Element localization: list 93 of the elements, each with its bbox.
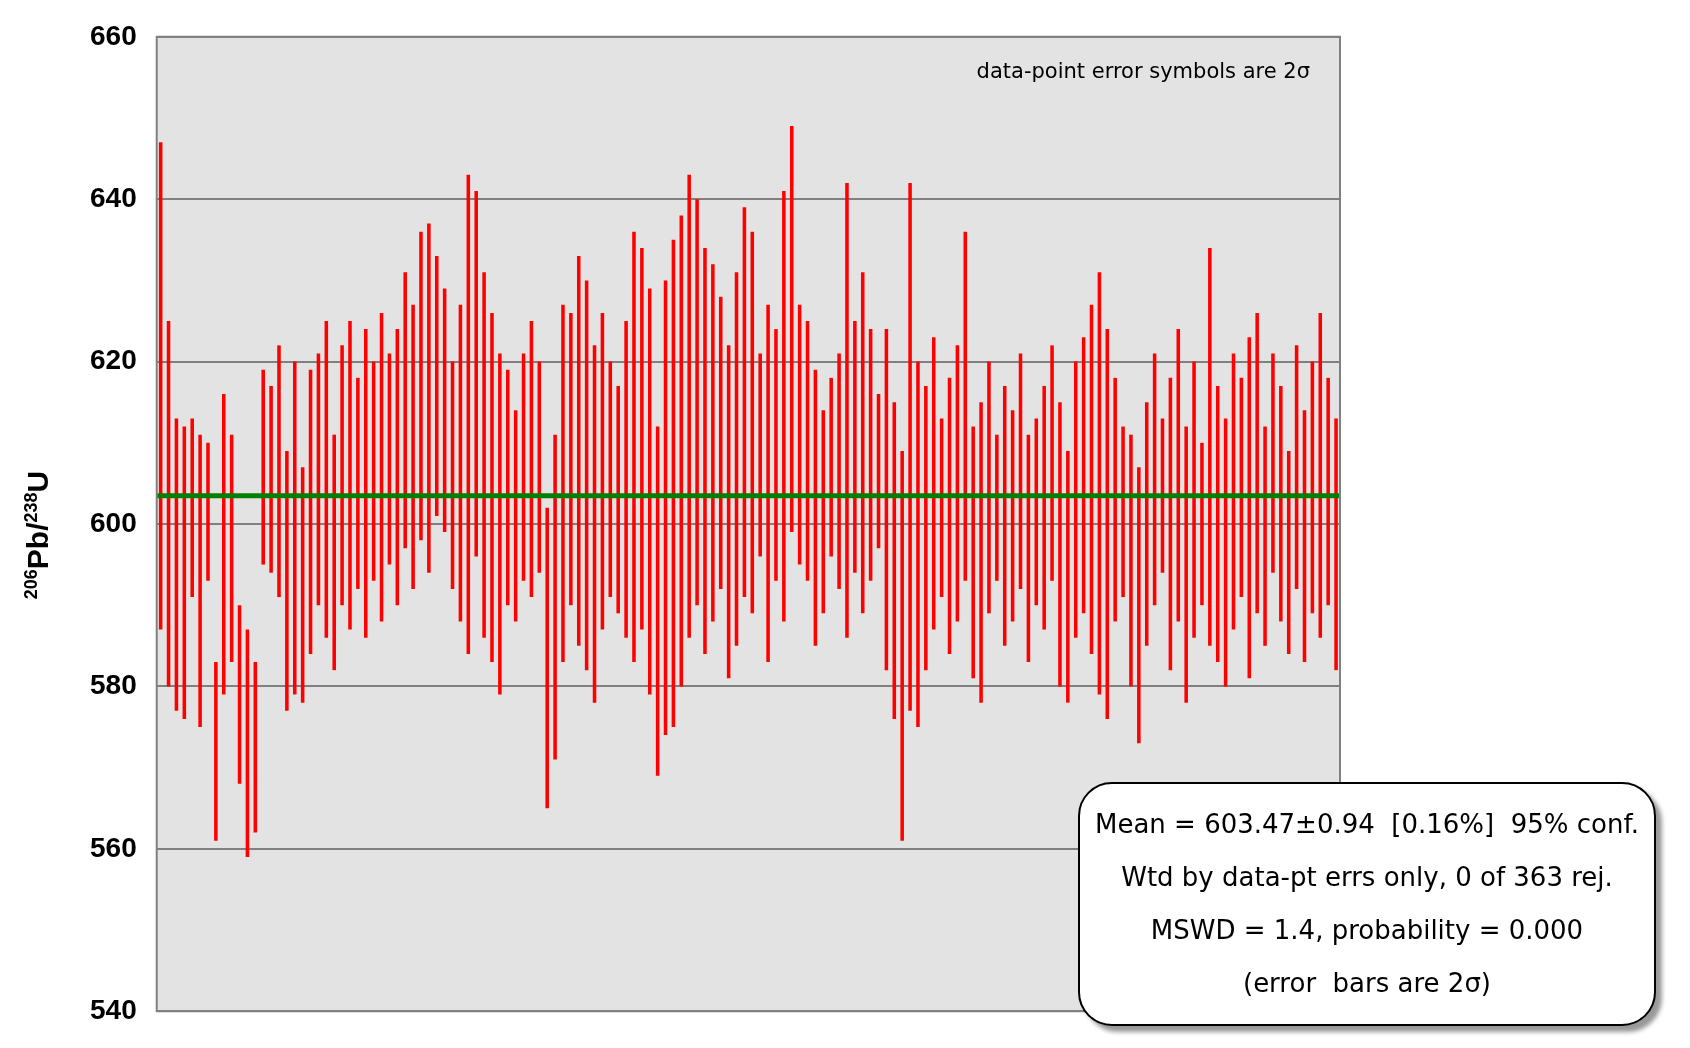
bar (206, 442, 210, 581)
bar (971, 426, 975, 679)
bar (261, 369, 265, 565)
bar (277, 345, 281, 598)
bar (1192, 361, 1196, 638)
bar (1215, 385, 1220, 663)
bar (647, 288, 652, 695)
bar (498, 353, 502, 695)
bar (1113, 377, 1117, 622)
bar (624, 321, 628, 638)
bar (1144, 402, 1149, 646)
bar (900, 450, 904, 841)
bar (979, 402, 983, 703)
bar (1073, 361, 1078, 638)
bar (687, 174, 691, 638)
y-tick-label: 560 (90, 831, 137, 863)
bar (411, 304, 415, 589)
bar (214, 662, 218, 841)
bar (505, 369, 510, 606)
bar (789, 126, 794, 533)
bar (1184, 426, 1188, 703)
bar (340, 345, 344, 606)
bar (285, 450, 289, 711)
y-tick-label: 600 (90, 506, 137, 538)
bar (916, 361, 920, 727)
bar (356, 377, 360, 589)
y-tick-label: 580 (90, 669, 137, 701)
bar (545, 507, 549, 809)
bar (995, 434, 999, 581)
annotation: data-point error symbols are 2σ (976, 59, 1310, 84)
bar (403, 272, 407, 549)
bar (632, 231, 636, 663)
bar (1255, 312, 1259, 614)
bar (1200, 442, 1204, 606)
bar (348, 321, 352, 630)
bar (490, 312, 494, 663)
bar (1050, 345, 1054, 581)
annotation: (error bars are 2σ) (1242, 967, 1492, 1000)
bar (576, 256, 581, 646)
bar (774, 329, 778, 581)
bar (853, 321, 857, 573)
bar (553, 434, 557, 760)
bar (845, 182, 849, 638)
bar (1129, 434, 1133, 687)
bar (860, 272, 865, 614)
bar (766, 304, 770, 663)
bar (1279, 385, 1283, 622)
bar (292, 361, 297, 695)
bar (924, 385, 928, 671)
bar (931, 337, 936, 630)
bar (782, 191, 786, 622)
bar (987, 361, 991, 614)
bar (1002, 385, 1007, 646)
bar (434, 256, 439, 516)
bar (1271, 353, 1275, 573)
bar (908, 182, 912, 711)
bar (758, 353, 762, 557)
bar (427, 223, 431, 573)
bar (1334, 418, 1338, 671)
bar (1208, 247, 1212, 646)
annotation: MSWD = 1.4, probability = 0.000 (1150, 914, 1584, 947)
bar (332, 434, 336, 671)
bar (829, 377, 833, 557)
bar (1263, 426, 1267, 646)
bar (363, 329, 368, 638)
annotation: Mean = 603.47±0.94 [0.16%] 95% conf. (1094, 808, 1639, 841)
bar (190, 418, 194, 598)
y-tick-label: 660 (90, 19, 137, 51)
bar (1121, 426, 1125, 598)
bar (198, 434, 202, 727)
bar (837, 353, 841, 589)
bar (1042, 385, 1046, 630)
annotation: Wtd by data-pt errs only, 0 of 363 rej. (1121, 861, 1613, 894)
bar (718, 296, 723, 589)
bar (703, 247, 707, 654)
bar (474, 191, 478, 557)
bar (640, 247, 644, 630)
bar (695, 199, 699, 606)
bar (419, 231, 423, 541)
bar (1137, 467, 1141, 744)
bar (561, 304, 565, 663)
bar (482, 272, 486, 638)
bar (222, 394, 226, 695)
bar (1326, 377, 1330, 606)
bar (269, 385, 273, 573)
bar (569, 312, 573, 606)
y-tick-label: 540 (90, 993, 137, 1025)
bar (1058, 402, 1062, 687)
y-tick-label: 640 (90, 181, 137, 213)
bar (711, 264, 715, 622)
bar (1066, 450, 1070, 703)
bar (616, 385, 620, 614)
y-tick-label: 620 (90, 344, 137, 376)
